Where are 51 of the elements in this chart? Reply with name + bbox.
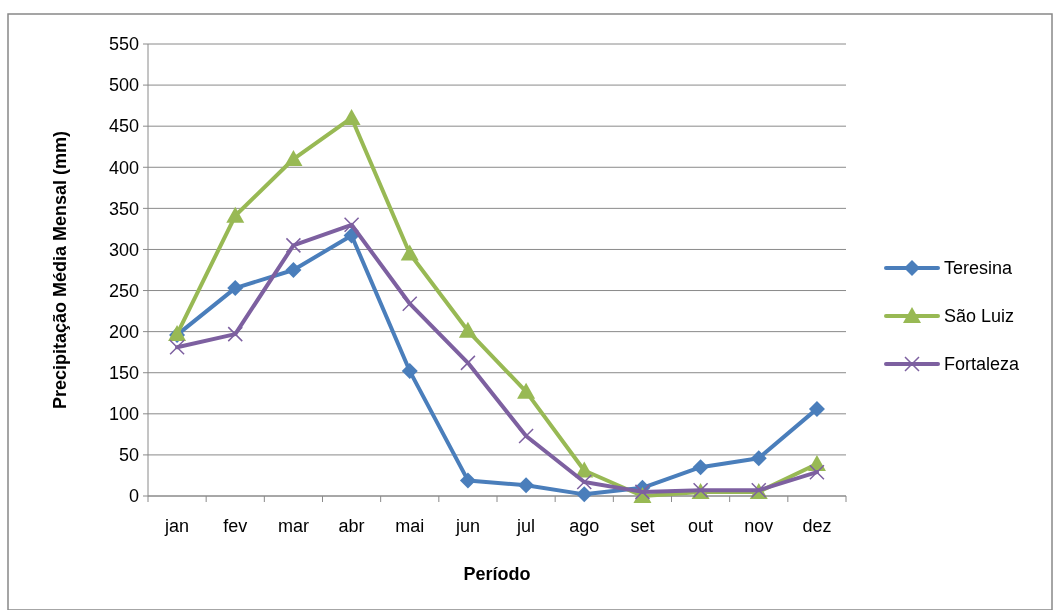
legend-label: Fortaleza xyxy=(944,354,1021,375)
y-tick-label: 400 xyxy=(108,157,139,178)
x-tick-label: out xyxy=(688,516,714,536)
point xyxy=(808,400,825,417)
point xyxy=(459,472,476,489)
point xyxy=(400,244,419,261)
y-tick-label: 200 xyxy=(108,321,139,342)
x-tick-label: set xyxy=(630,516,655,536)
point xyxy=(226,206,245,223)
point xyxy=(227,326,243,342)
y-tick-label: 450 xyxy=(108,116,139,137)
legend-label: Teresina xyxy=(944,258,1014,279)
point xyxy=(401,363,418,380)
x-tick-label: jan xyxy=(164,516,190,536)
y-tick-label: 150 xyxy=(108,363,139,384)
point xyxy=(692,459,709,476)
point xyxy=(227,280,244,297)
point xyxy=(402,295,418,312)
x-axis-title: Período xyxy=(463,564,531,584)
point xyxy=(809,464,825,480)
point xyxy=(576,474,592,490)
y-tick-label: 500 xyxy=(108,75,139,96)
x-tick-label: jul xyxy=(516,516,536,536)
y-tick-label: 0 xyxy=(128,486,139,507)
x-tick-label: abr xyxy=(338,516,365,536)
point xyxy=(343,217,360,233)
point xyxy=(460,355,476,371)
legend-label: São Luiz xyxy=(944,306,1015,327)
point xyxy=(285,262,302,278)
y-tick-label: 350 xyxy=(108,198,139,219)
x-tick-label: mar xyxy=(277,516,309,536)
x-tick-label: ago xyxy=(569,516,600,536)
x-tick-label: nov xyxy=(744,516,774,536)
y-axis-title: Precipitação Média Mensal (mm) xyxy=(50,130,70,410)
y-tick-label: 100 xyxy=(108,404,139,425)
y-tick-label: 300 xyxy=(108,239,139,260)
x-tick-label: dez xyxy=(802,516,832,536)
point xyxy=(169,339,185,355)
point xyxy=(517,382,536,399)
point xyxy=(576,486,593,503)
point xyxy=(285,237,302,254)
point xyxy=(750,450,767,467)
point xyxy=(284,150,303,167)
y-tick-label: 250 xyxy=(108,280,139,301)
x-tick-label: fev xyxy=(223,516,248,536)
point xyxy=(518,477,535,494)
x-tick-label: mai xyxy=(395,516,425,536)
y-tick-label: 550 xyxy=(108,34,139,55)
x-tick-label: jun xyxy=(454,516,480,536)
y-tick-label: 50 xyxy=(118,445,139,466)
point xyxy=(458,321,477,338)
